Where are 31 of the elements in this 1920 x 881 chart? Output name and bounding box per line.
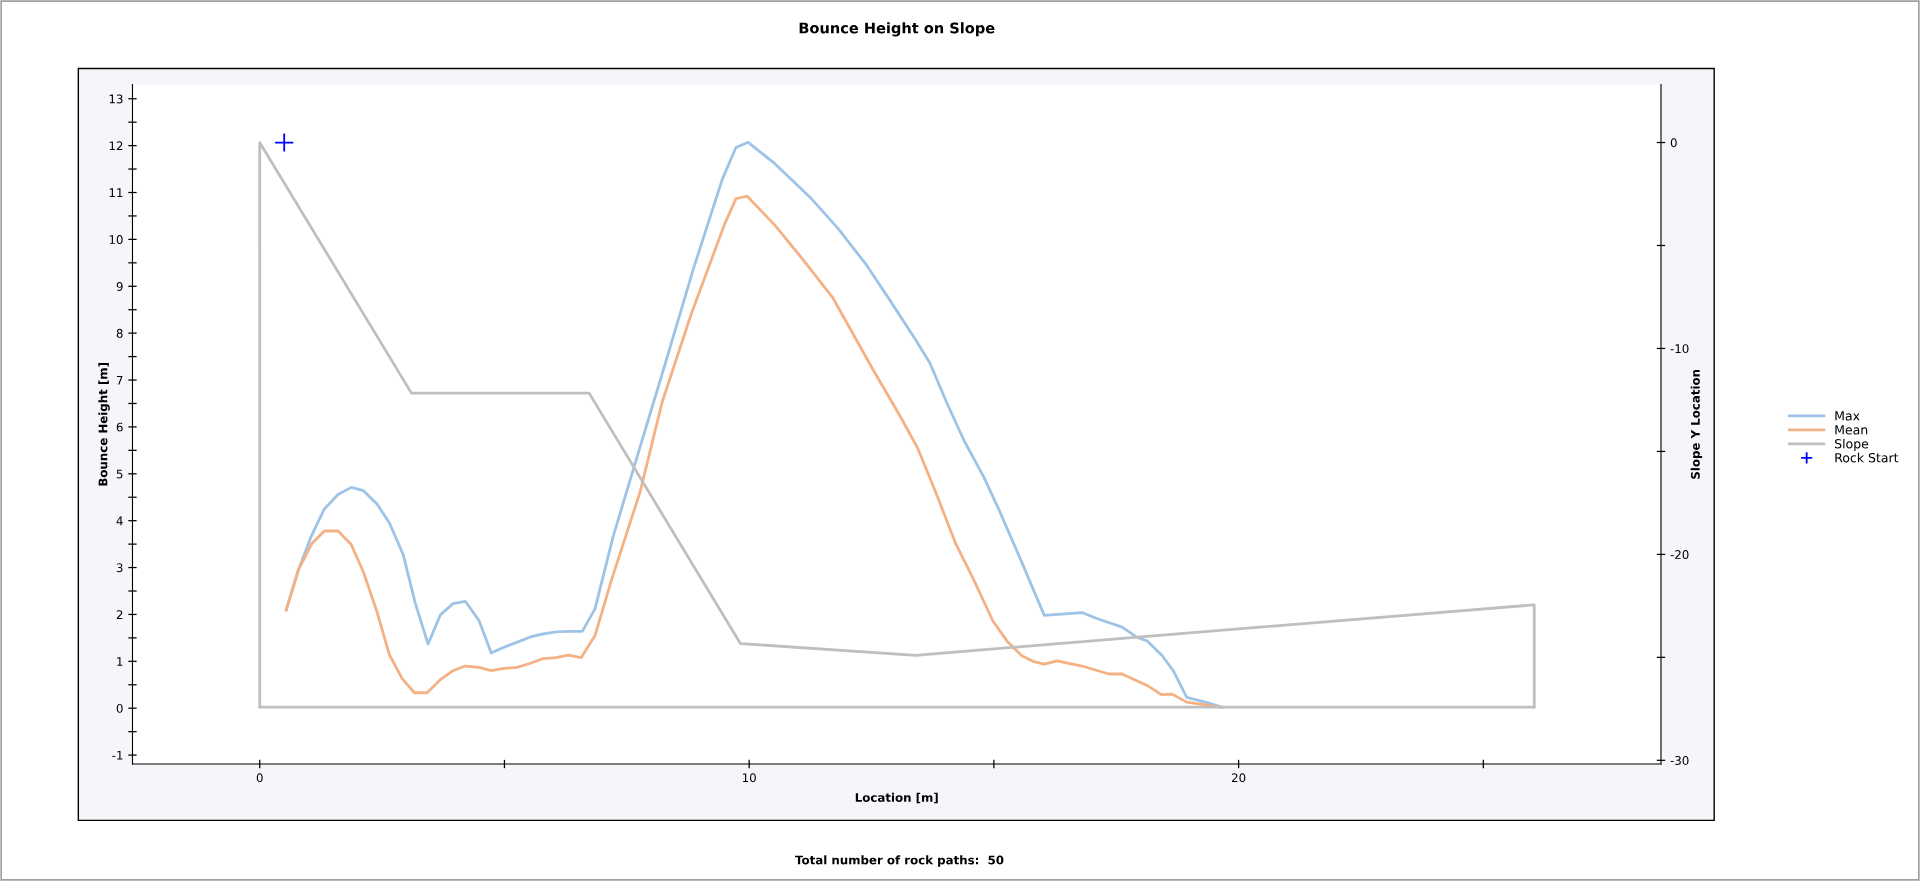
- y-tick-label: -1: [112, 750, 123, 760]
- y-tick-label: 7: [116, 375, 123, 385]
- y-tick-label: 9: [116, 281, 123, 291]
- y-tick-label: 10: [109, 235, 123, 245]
- y2-tick-label: 0: [1670, 138, 1677, 148]
- y-tick-label: 11: [109, 188, 123, 197]
- y-tick-label: 1: [117, 657, 123, 666]
- legend-label: Slope: [1834, 438, 1869, 451]
- x-axis-title: Location [m]: [855, 792, 938, 804]
- y2-tick-label: -20: [1670, 550, 1689, 560]
- y-tick-label: 4: [116, 516, 123, 526]
- y-tick-label: 8: [116, 328, 123, 338]
- chart-title: Bounce Height on Slope: [799, 22, 995, 37]
- x-tick-label: 10: [742, 773, 756, 783]
- y2-tick-label: -30: [1670, 756, 1689, 765]
- y-tick-label: 2: [116, 610, 123, 619]
- legend-label: Max: [1835, 411, 1860, 421]
- legend-label: Mean: [1835, 425, 1868, 435]
- y2-axis-title: Slope Y Location: [1690, 369, 1703, 479]
- x-tick-label: 20: [1231, 773, 1246, 783]
- text: Total number of rock paths: 50: [795, 855, 1004, 867]
- y-tick-label: 13: [109, 94, 123, 104]
- y2-tick-label: -10: [1670, 344, 1689, 354]
- y-axis-title: Bounce Height [m]: [98, 363, 110, 486]
- y-tick-label: 12: [109, 141, 123, 151]
- y-tick-label: 0: [116, 703, 123, 713]
- y-tick-label: 3: [116, 563, 123, 573]
- x-tick-label: 0: [256, 773, 263, 783]
- y-tick-label: 6: [116, 422, 123, 432]
- y-tick-label: 5: [116, 469, 123, 479]
- legend-label: Rock Start: [1835, 452, 1899, 463]
